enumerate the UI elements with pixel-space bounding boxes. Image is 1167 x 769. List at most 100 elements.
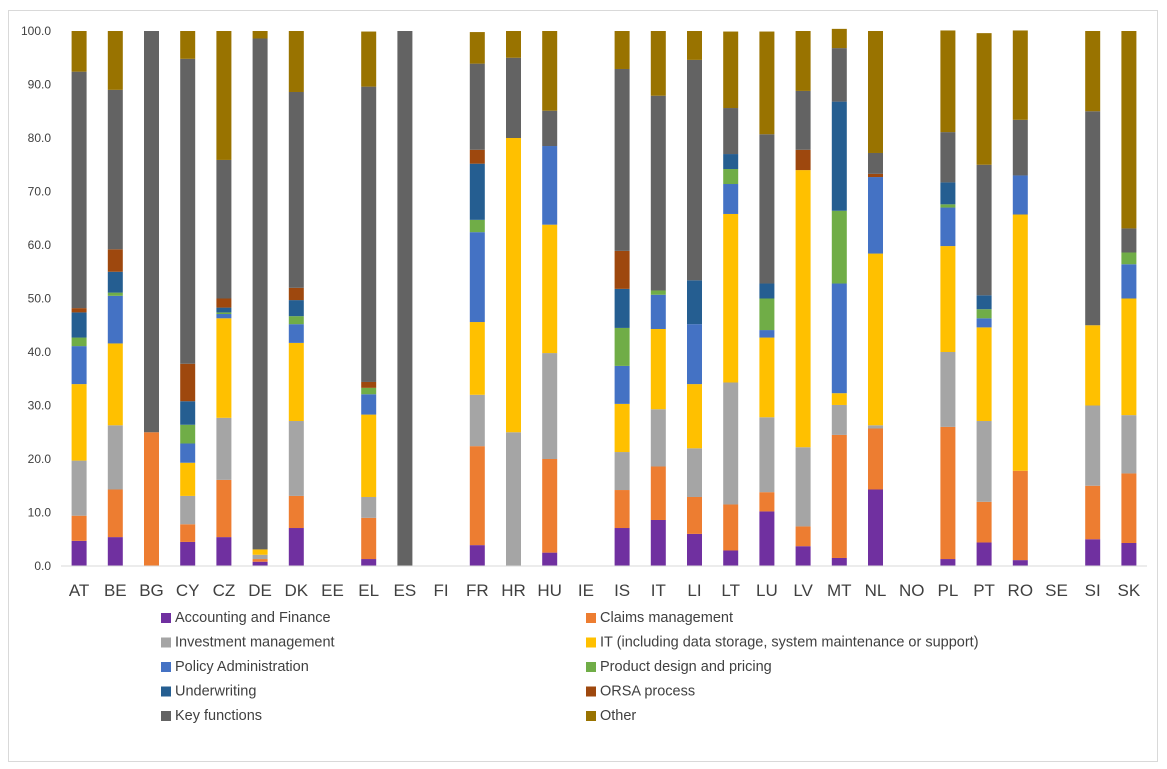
bar-segment (831, 283, 847, 394)
bar-segment (542, 224, 558, 354)
bar-segment (469, 545, 485, 566)
bar-segment (1085, 539, 1101, 566)
bar-segment (506, 432, 521, 566)
bar-segment (361, 381, 377, 388)
bar-segment (1121, 228, 1137, 253)
bar-segment (288, 31, 304, 92)
bar-segment (868, 31, 883, 153)
bar-segment (795, 31, 811, 91)
bar-segment (252, 561, 268, 566)
bar-segment (252, 559, 268, 562)
bar-segment (180, 524, 196, 542)
legend-label: Claims management (600, 610, 733, 626)
bar-segment (868, 177, 883, 254)
legend-swatch (161, 637, 171, 648)
x-tick-label: EE (321, 581, 344, 600)
bar-segment (868, 152, 883, 174)
bar-segment (180, 363, 196, 402)
x-tick-label: IT (651, 581, 666, 600)
bar-segment (650, 31, 666, 96)
bar-segment (614, 327, 630, 366)
bar-segment (687, 31, 702, 60)
bar-segment (723, 169, 739, 185)
x-tick-label: LT (721, 581, 740, 600)
bar-segment (1012, 214, 1028, 471)
bar-segment (71, 308, 87, 313)
legend-swatch (161, 686, 171, 697)
bar-segment (723, 31, 739, 109)
bar-segment (180, 495, 196, 525)
bar-segment (940, 204, 956, 208)
x-tick-label: BG (139, 581, 164, 600)
bar-segment (687, 448, 702, 497)
bar-segment (71, 312, 87, 338)
bar-segment (759, 283, 775, 299)
x-tick-label: NO (899, 581, 925, 600)
bar-segment (940, 30, 956, 133)
y-tick-label: 100.0 (21, 24, 51, 38)
x-tick-label: SK (1118, 581, 1141, 600)
bar-segment (71, 460, 87, 516)
bar-segment (180, 424, 196, 444)
x-tick-label: DK (284, 581, 308, 600)
bar-segment (831, 393, 847, 405)
bar-segment (1085, 405, 1101, 486)
bar-segment (614, 250, 630, 289)
bar-segment (361, 31, 377, 87)
bar-segment (687, 324, 702, 385)
bar-segment (71, 540, 87, 566)
x-tick-label: HU (537, 581, 562, 600)
bar-segment (361, 414, 377, 497)
bar-segment (940, 182, 956, 205)
bar-segment (71, 384, 87, 461)
bar-segment (1085, 325, 1101, 406)
bar-segment (723, 108, 739, 155)
bar-segment (723, 550, 739, 566)
bar-segment (650, 519, 666, 566)
bar-segment (252, 31, 268, 39)
bar-segment (542, 459, 558, 553)
bar-segment (976, 33, 992, 165)
bar-segment (650, 409, 666, 467)
bar-segment (361, 559, 377, 566)
bar-segment (216, 479, 232, 538)
bar-segment (469, 63, 485, 150)
x-tick-label: NL (865, 581, 887, 600)
bar-segment (180, 462, 196, 496)
legend-label: Underwriting (175, 684, 256, 700)
legend-swatch (586, 711, 596, 721)
bar-segment (940, 207, 956, 247)
y-tick-label: 60.0 (28, 238, 52, 252)
legend-label: Accounting and Finance (175, 610, 331, 626)
bar-segment (469, 219, 485, 233)
bar-segment (795, 90, 811, 150)
bar-segment (1012, 119, 1028, 176)
y-tick-label: 50.0 (28, 292, 52, 306)
bar-segment (506, 138, 521, 433)
bar-segment (868, 425, 883, 429)
bar-segment (614, 452, 630, 491)
x-tick-label: HR (501, 581, 526, 600)
bar-segment (288, 287, 304, 301)
bar-segment (723, 184, 739, 214)
legend-label: Key functions (175, 708, 262, 724)
bar-segment (723, 504, 739, 551)
bar-segment (759, 417, 775, 493)
y-tick-label: 70.0 (28, 185, 52, 199)
bar-segment (71, 346, 87, 385)
x-tick-label: SE (1045, 581, 1068, 600)
bar-segment (107, 31, 123, 90)
bar-segment (107, 271, 123, 293)
bar-segment (687, 533, 702, 566)
bar-segment (180, 31, 196, 59)
x-tick-label: DE (248, 581, 272, 600)
bar-segment (759, 337, 775, 418)
bar-segment (288, 91, 304, 288)
bar-segment (107, 489, 123, 538)
bar-segment (216, 159, 232, 299)
bar-segment (506, 57, 521, 138)
bar-segment (252, 38, 268, 550)
legend-label: Policy Administration (175, 659, 309, 675)
legend-swatch (586, 686, 596, 697)
bar-segment (759, 298, 775, 331)
